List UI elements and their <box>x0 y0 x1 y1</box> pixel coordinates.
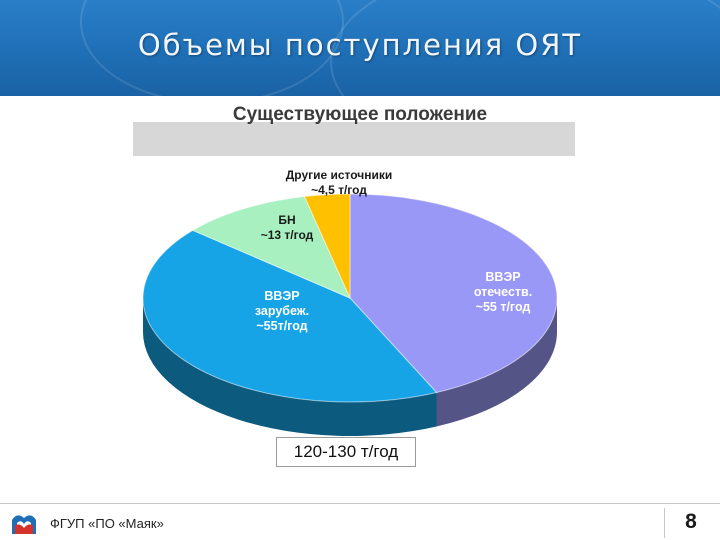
pie-label-line: ~4,5 т/год <box>311 183 367 197</box>
footer-divider <box>0 503 720 504</box>
pie-label-line: ~55т/год <box>256 319 307 333</box>
slide-header: Объемы поступления ОЯТ <box>0 0 720 96</box>
pie-label-line: отечеств. <box>474 285 532 299</box>
total-label: 120-130 т/год <box>276 437 416 467</box>
pie-slice-side-0 <box>436 298 557 427</box>
pie-label-line: зарубеж. <box>255 304 309 318</box>
pie-label-line: БН <box>278 213 295 227</box>
slide-title: Объемы поступления ОЯТ <box>137 28 583 62</box>
page-number: 8 <box>685 510 697 533</box>
pie-label-1: ВВЭР зарубеж. ~55т/год <box>255 289 309 333</box>
pie-label-line: ~13 т/год <box>261 228 314 242</box>
footer-separator <box>664 508 665 538</box>
pie-slice-2 <box>191 196 351 299</box>
header-decoration <box>330 0 720 96</box>
pie-slice-3 <box>303 193 351 299</box>
pie-slice-side-1 <box>143 298 437 436</box>
pie-label-0: ВВЭР отечеств. ~55 т/год <box>474 270 532 314</box>
mayak-logo-icon <box>12 515 36 534</box>
organization-name: ФГУП «ПО «Маяк» <box>50 516 164 531</box>
pie-label-line: ВВЭР <box>485 270 520 284</box>
pie-label-line: Другие источники <box>286 168 393 182</box>
pie-slice-1 <box>142 229 438 403</box>
chart-title: Существующее положение <box>232 104 488 125</box>
pie-depth <box>143 298 557 436</box>
subtitle-bar <box>133 122 575 156</box>
pie-label-line: ВВЭР <box>264 289 299 303</box>
pie-label-line: ~55 т/год <box>476 300 531 314</box>
pie-label-3: Другие источники ~4,5 т/год <box>286 168 393 197</box>
pie-slice-0 <box>349 193 558 394</box>
pie-slices <box>142 193 558 403</box>
pie-label-2: БН ~13 т/год <box>261 213 314 242</box>
